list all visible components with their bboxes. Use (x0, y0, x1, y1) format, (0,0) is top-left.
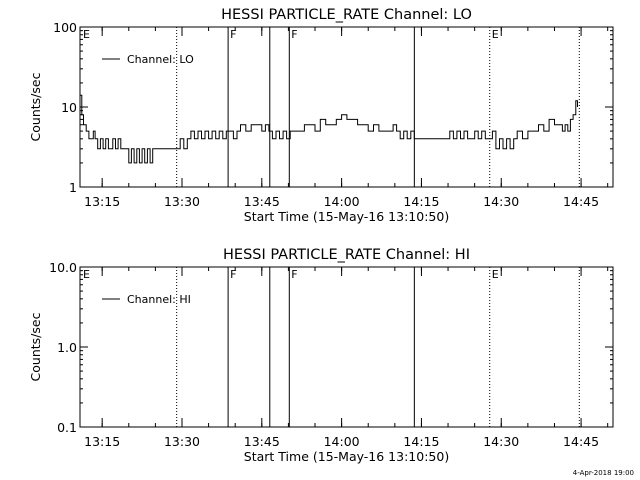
x-tick-label: 13:45 (244, 194, 280, 209)
plot-frame (79, 266, 614, 428)
series-line-channel-lo (80, 94, 578, 164)
event-marker-label: E (83, 268, 90, 281)
event-marker-label: F (230, 28, 236, 41)
event-marker-label: F (291, 28, 297, 41)
x-tick-label: 14:15 (403, 434, 439, 449)
chart-title: HESSI PARTICLE_RATE Channel: LO (221, 7, 472, 23)
x-tick-label: 13:30 (164, 194, 200, 209)
x-axis-label: Start Time (15-May-16 13:10:50) (244, 449, 449, 464)
y-tick-label: 10 (61, 100, 77, 115)
x-tick-label: 14:15 (403, 194, 439, 209)
x-tick-label: 14:30 (483, 194, 519, 209)
event-marker-label: E (492, 268, 499, 281)
x-tick-label: 14:00 (324, 434, 360, 449)
legend-label: Channel: LO (127, 53, 194, 66)
y-tick-label: 0.1 (57, 420, 77, 435)
x-tick-label: 13:15 (84, 194, 120, 209)
x-tick-label: 13:30 (164, 434, 200, 449)
x-tick-label: 14:45 (563, 434, 599, 449)
chart-title: HESSI PARTICLE_RATE Channel: HI (223, 247, 470, 263)
footer-timestamp: 4-Apr-2018 19:00 (572, 469, 634, 477)
x-tick-label: 14:00 (324, 194, 360, 209)
x-tick-label: 13:45 (244, 434, 280, 449)
x-tick-label: 14:30 (483, 434, 519, 449)
x-tick-label: 13:15 (84, 434, 120, 449)
event-marker-label: F (230, 268, 236, 281)
x-axis-label: Start Time (15-May-16 13:10:50) (244, 209, 449, 224)
legend-label: Channel: HI (127, 293, 191, 306)
y-tick-label: 1 (69, 180, 77, 195)
y-axis-label: Counts/sec (28, 312, 43, 381)
y-tick-label: 10.0 (49, 260, 77, 275)
x-tick-label: 14:45 (563, 194, 599, 209)
y-tick-label: 1.0 (57, 340, 77, 355)
event-marker-label: E (492, 28, 499, 41)
plot-frame (79, 26, 614, 188)
y-axis-label: Counts/sec (28, 72, 43, 141)
y-tick-label: 100 (53, 20, 77, 35)
chart-panel-2: HESSI PARTICLE_RATE Channel: HI 0.1 1.0 10.… (28, 247, 614, 464)
event-marker-label: E (83, 28, 90, 41)
event-marker-label: F (291, 268, 297, 281)
chart-panel-1: HESSI PARTICLE_RATE Channel: LO 1 10 100 Cou… (28, 7, 614, 224)
